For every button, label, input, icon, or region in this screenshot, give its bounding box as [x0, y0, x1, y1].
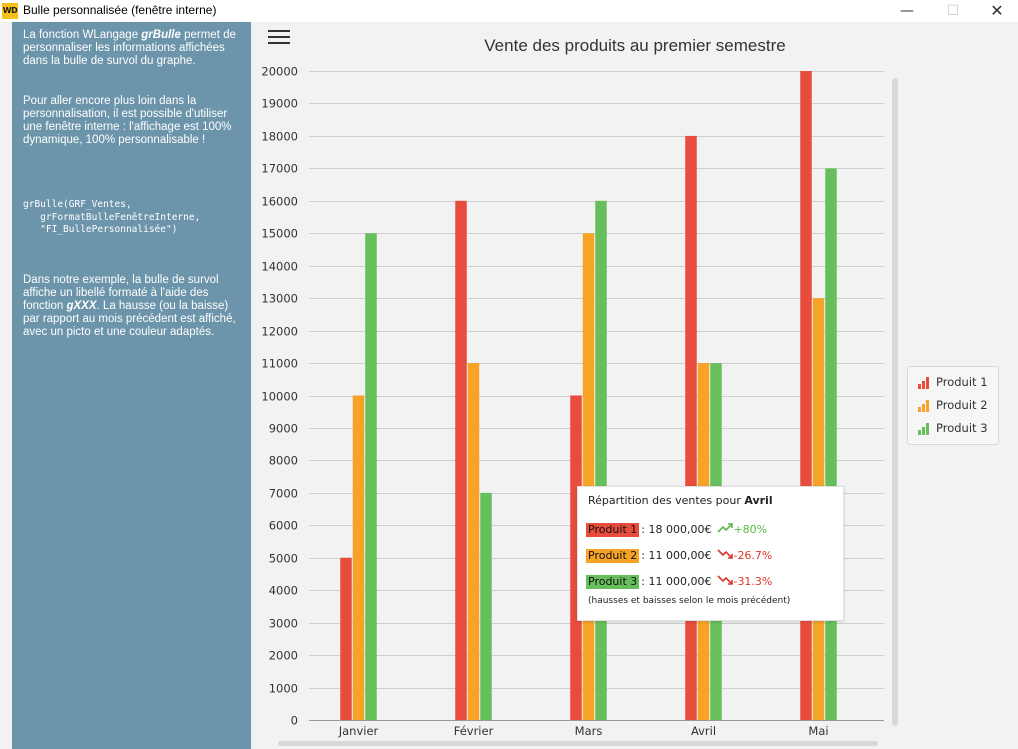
y-tick-label: 17000 — [261, 162, 298, 176]
y-tick-label: 14000 — [261, 260, 298, 274]
x-tick-label: Janvier — [338, 724, 379, 738]
y-tick-label: 2000 — [269, 649, 298, 663]
trend-value: -31.3% — [733, 575, 773, 588]
tooltip-label: Produit 1 — [586, 523, 640, 537]
bar — [467, 363, 480, 720]
menu-icon[interactable] — [268, 30, 290, 46]
hover-tooltip: Répartition des ventes pour Avril Produi… — [577, 486, 844, 621]
y-tick-label: 12000 — [261, 325, 298, 339]
tooltip-label: Produit 3 — [586, 575, 640, 589]
title-bar: WD Bulle personnalisée (fenêtre interne)… — [0, 0, 1018, 22]
text-fragment: Répartition des ventes pour — [588, 494, 745, 507]
y-tick-label: 13000 — [261, 292, 298, 306]
description-panel: La fonction WLangage grBulle permet de p… — [12, 22, 251, 749]
bar — [570, 395, 582, 720]
bar — [365, 233, 377, 720]
description-paragraph-2: Pour aller encore plus loin dans la pers… — [23, 95, 232, 146]
description-paragraph-1: La fonction WLangage grBulle permet de p… — [23, 29, 238, 68]
tooltip-value: : 11 000,00€ — [641, 549, 712, 562]
bar — [340, 557, 352, 720]
bar — [455, 200, 467, 721]
x-tick-label: Février — [454, 724, 494, 738]
legend-item-produit-1[interactable]: Produit 1 — [918, 372, 988, 392]
trend-up-icon — [717, 523, 734, 536]
horizontal-scrollbar[interactable] — [278, 741, 878, 746]
legend-item-produit-2[interactable]: Produit 2 — [918, 395, 988, 415]
legend-label: Produit 2 — [936, 398, 988, 412]
bar — [800, 71, 812, 720]
y-tick-label: 18000 — [261, 130, 298, 144]
trend-value: +80% — [733, 523, 768, 536]
y-tick-label: 3000 — [269, 617, 298, 631]
tooltip-month: Avril — [744, 494, 773, 507]
tooltip-label: Produit 2 — [586, 549, 640, 563]
chart-legend: Produit 1 Produit 2 Produit 3 — [907, 366, 999, 445]
chart-panel — [251, 22, 1018, 749]
text-fragment: . La hausse (ou la baisse) par rapport a… — [23, 300, 236, 338]
x-tick-label: Mai — [808, 724, 828, 738]
y-tick-label: 4000 — [269, 584, 298, 598]
bar-chart-icon — [918, 422, 930, 435]
window-border — [0, 22, 12, 749]
description-paragraph-3: Dans notre exemple, la bulle de survol a… — [23, 274, 238, 339]
bar — [352, 395, 365, 720]
x-tick-label: Avril — [691, 724, 716, 738]
function-name: gXXX — [66, 300, 97, 312]
window-title: Bulle personnalisée (fenêtre interne) — [23, 3, 217, 17]
tooltip-row: Produit 3: 11 000,00€ -31.3% — [586, 575, 772, 589]
y-tick-label: 8000 — [269, 454, 298, 468]
y-tick-label: 9000 — [269, 422, 298, 436]
trend-down-icon — [717, 549, 734, 562]
tooltip-row: Produit 2: 11 000,00€ -26.7% — [586, 549, 772, 563]
chart-title: Vente des produits au premier semestre — [484, 36, 786, 55]
tooltip-title: Répartition des ventes pour Avril — [588, 494, 773, 507]
code-sample: grBulle(GRF_Ventes, grFormatBulleFenêtre… — [23, 199, 201, 235]
y-tick-label: 1000 — [269, 682, 298, 696]
legend-label: Produit 3 — [936, 421, 988, 435]
y-tick-label: 10000 — [261, 390, 298, 404]
y-tick-label: 7000 — [269, 487, 298, 501]
bar — [595, 200, 607, 721]
bar — [582, 233, 595, 720]
x-tick-label: Mars — [575, 724, 603, 738]
tooltip-value: : 18 000,00€ — [641, 523, 712, 536]
text-fragment: permet de personnaliser les informations… — [23, 29, 236, 67]
text-fragment: La fonction WLangage — [23, 29, 142, 41]
tooltip-value: : 11 000,00€ — [641, 575, 712, 588]
legend-item-produit-3[interactable]: Produit 3 — [918, 418, 988, 438]
y-tick-label: 11000 — [261, 357, 298, 371]
y-tick-label: 19000 — [261, 97, 298, 111]
y-tick-label: 20000 — [261, 65, 298, 79]
text-fragment: Dans notre exemple, la bulle de survol a… — [23, 274, 219, 312]
tooltip-row: Produit 1: 18 000,00€ +80% — [586, 523, 767, 537]
y-tick-label: 6000 — [269, 519, 298, 533]
bar-chart-icon — [918, 399, 930, 412]
app-icon: WD — [2, 3, 18, 19]
trend-value: -26.7% — [733, 549, 773, 562]
close-button[interactable]: ✕ — [990, 1, 1004, 20]
bar — [685, 135, 697, 720]
y-tick-label: 15000 — [261, 227, 298, 241]
legend-label: Produit 1 — [936, 375, 988, 389]
bar — [480, 492, 492, 720]
y-tick-label: 0 — [291, 714, 298, 728]
bar — [825, 168, 837, 721]
function-name: grBulle — [141, 29, 181, 41]
y-tick-label: 5000 — [269, 552, 298, 566]
trend-down-icon — [717, 575, 734, 588]
minimize-button[interactable]: — — [900, 3, 914, 19]
maximize-button[interactable]: ☐ — [946, 3, 960, 19]
bar-chart-icon — [918, 376, 930, 389]
tooltip-note: (hausses et baisses selon le mois précéd… — [588, 596, 791, 606]
y-tick-label: 16000 — [261, 195, 298, 209]
vertical-scrollbar[interactable] — [892, 78, 898, 726]
